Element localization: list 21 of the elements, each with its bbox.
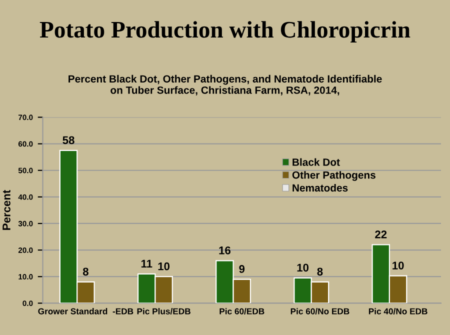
- x-tick-label: Pic 60/EDB: [220, 308, 264, 314]
- chart-subtitle: Percent Black Dot, Other Pathogens, and Nematode Identifiable on Tuber Surface, Christiana Farm, RSA, 2014,: [68, 74, 382, 96]
- data-label: 11: [141, 260, 152, 268]
- data-label: 8: [317, 268, 323, 276]
- data-label: 10: [158, 262, 170, 270]
- chart-title: Potato Production with Chloropicrin: [40, 21, 410, 43]
- data-label: 10: [297, 264, 309, 272]
- data-label: 8: [82, 268, 88, 276]
- x-tick-label: Pic 40/No EDB: [368, 308, 428, 314]
- data-label: 58: [62, 136, 74, 144]
- data-label: 10: [392, 262, 404, 270]
- x-tick-label: Grower Standard -EDB: [38, 308, 134, 314]
- data-label: 9: [239, 265, 245, 273]
- data-label: 16: [219, 246, 230, 254]
- data-label: 22: [375, 230, 387, 238]
- legend-label: Nematodes: [292, 184, 348, 192]
- x-tick-label: Pic 60/No EDB: [290, 308, 350, 314]
- x-tick-label: Pic Plus/EDB: [137, 308, 190, 314]
- legend-label: Black Dot: [292, 158, 340, 166]
- y-axis-title: Percent: [2, 190, 10, 230]
- legend-label: Other Pathogens: [292, 171, 376, 181]
